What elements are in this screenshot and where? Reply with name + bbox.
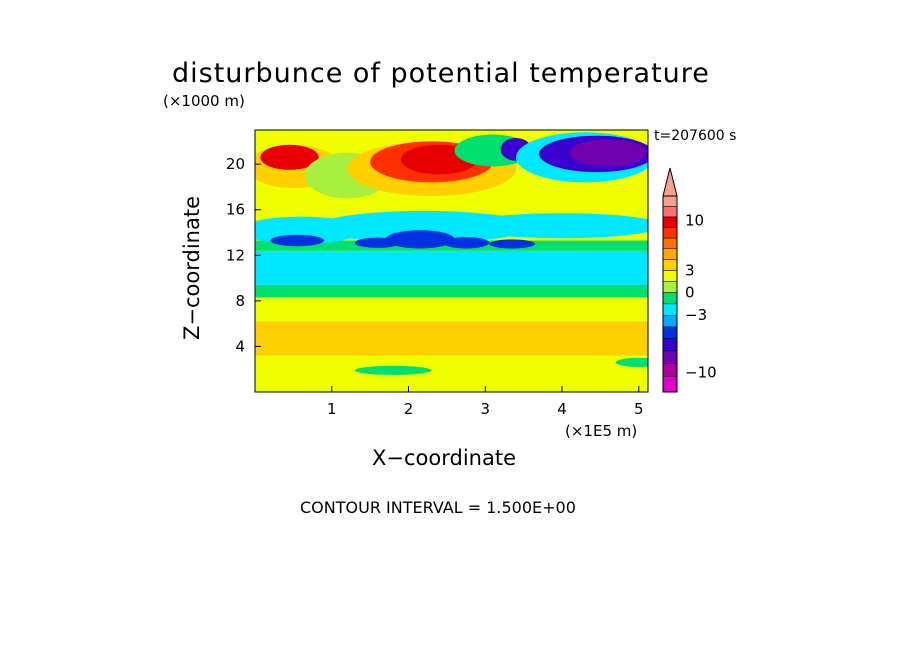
plot-frame <box>254 129 649 393</box>
colorbar-label: −3 <box>685 306 707 324</box>
x-tick-label: 1 <box>327 400 337 418</box>
y-tick-label: 16 <box>226 201 245 219</box>
colorbar-swatch <box>662 303 678 316</box>
y-axis-ticks: 4 8 12 16 20 <box>226 155 261 355</box>
colorbar-swatch <box>662 376 678 393</box>
heatmap-region-23 <box>569 139 647 167</box>
x-tick-label: 2 <box>404 400 414 418</box>
heatmap-region-10 <box>385 230 455 249</box>
colorbar-swatch <box>662 237 678 249</box>
heatmap-region-12 <box>489 239 536 249</box>
time-label: t=207600 s <box>654 128 737 144</box>
heatmap-region-8 <box>270 234 325 247</box>
heatmap-region-3 <box>255 250 648 285</box>
colorbar-swatch <box>662 195 678 207</box>
colorbar-swatch <box>662 326 678 339</box>
colorbar-swatch <box>662 350 678 364</box>
colorbar-arrow <box>662 167 678 197</box>
heatmap-region-14 <box>260 144 319 170</box>
y-tick-label: 12 <box>226 246 245 264</box>
colorbar-swatch <box>662 216 678 228</box>
colorbar-swatch <box>662 292 678 305</box>
y-axis-unit: (×1000 m) <box>163 92 245 110</box>
x-tick-label: 5 <box>634 400 644 418</box>
y-tick-label: 4 <box>235 337 245 355</box>
x-axis-ticks: 1 2 3 4 5 <box>327 386 644 418</box>
colorbar-label: 3 <box>685 261 695 279</box>
colorbar-label: −10 <box>685 363 717 381</box>
heatmap-region-2 <box>255 284 648 298</box>
colorbar-swatch <box>662 314 678 328</box>
colorbar-swatch <box>662 259 678 271</box>
colorbar-label: 10 <box>685 211 704 229</box>
heatmap-region-7 <box>462 213 648 239</box>
colorbar-swatch <box>662 227 678 239</box>
heatmap-region-11 <box>443 237 490 249</box>
colorbar: 10 3 0 −3 −10 <box>662 167 717 393</box>
heatmap-region-25 <box>354 365 432 375</box>
chart-title: disturbunce of potential temperature <box>172 58 710 89</box>
heatmap-plot-area <box>255 130 648 392</box>
colorbar-swatch <box>662 363 678 377</box>
colorbar-label: 0 <box>685 284 695 302</box>
colorbar-swatch <box>662 248 678 260</box>
colorbar-swatch <box>662 281 678 293</box>
x-tick-label: 4 <box>557 400 567 418</box>
x-axis-unit: (×1E5 m) <box>565 422 638 440</box>
heatmap-region-24 <box>485 332 639 354</box>
heatmap-region-6 <box>316 210 532 243</box>
colorbar-swatch <box>662 270 678 282</box>
colorbar-frame <box>662 195 678 393</box>
colorbar-swatch <box>662 338 678 352</box>
y-tick-label: 20 <box>226 155 245 173</box>
x-tick-label: 3 <box>481 400 491 418</box>
contour-interval-note: CONTOUR INTERVAL = 1.500E+00 <box>300 498 576 517</box>
heatmap-region-26 <box>615 357 648 367</box>
x-axis-label: X−coordinate <box>372 446 516 470</box>
y-tick-label: 8 <box>235 292 245 310</box>
colorbar-swatch <box>662 206 678 218</box>
